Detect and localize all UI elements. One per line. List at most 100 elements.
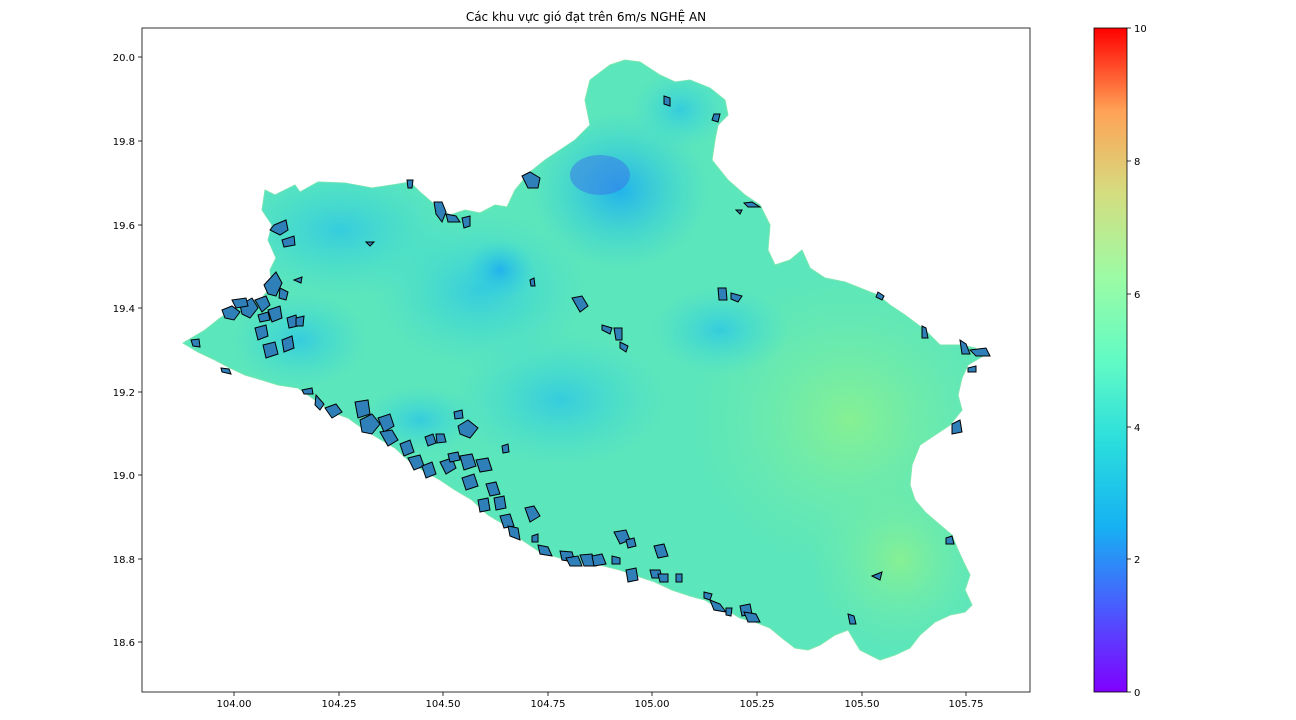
highlight-region — [499, 513, 515, 529]
highlight-region — [717, 287, 728, 301]
x-tick-label: 105.00 — [635, 699, 670, 710]
colorbar-tick-label: 2 — [1134, 555, 1140, 566]
highlight-region — [521, 171, 541, 189]
highlight-region — [359, 413, 381, 435]
highlight-region — [675, 573, 683, 583]
highlight-region — [295, 315, 305, 327]
highlight-region — [959, 338, 971, 355]
highlight-region — [571, 295, 589, 313]
highlight-region — [278, 287, 289, 301]
highlight-region — [267, 305, 283, 323]
y-tick-label: 18.8 — [113, 555, 135, 566]
highlight-region — [875, 291, 885, 301]
highlight-region — [951, 419, 963, 435]
highlight-region — [734, 209, 743, 215]
y-tick-label: 19.8 — [113, 137, 135, 148]
highlight-region — [968, 347, 991, 357]
highlight-region — [725, 607, 733, 617]
x-tick-label: 105.25 — [740, 699, 775, 710]
highlight-region — [742, 201, 762, 208]
highlight-region — [314, 393, 325, 411]
highlight-region — [657, 573, 669, 583]
highlight-region — [257, 311, 271, 323]
highlight-region — [611, 555, 621, 565]
colorbar-tick-label: 10 — [1134, 24, 1147, 35]
highlight-region — [354, 399, 371, 419]
highlight-region — [730, 292, 743, 303]
y-tick-label: 20.0 — [113, 53, 135, 64]
y-tick-label: 19.6 — [113, 221, 135, 232]
colorbar-frame — [1093, 27, 1128, 693]
highlight-region — [406, 179, 414, 189]
highlight-region — [531, 533, 539, 543]
colorbar-tick-label: 0 — [1134, 688, 1140, 699]
highlight-region — [254, 295, 271, 313]
highlight-region — [190, 338, 201, 348]
highlight-region — [433, 201, 447, 224]
highlight-region — [565, 555, 583, 567]
highlight-region — [870, 571, 883, 581]
highlight-region — [711, 113, 721, 123]
highlight-region — [281, 335, 295, 353]
colorbar: 0 2 4 6 8 10 — [1093, 24, 1147, 699]
highlight-region — [301, 387, 314, 395]
highlight-region — [421, 461, 437, 479]
highlight-region — [453, 409, 464, 420]
highlight-region — [921, 325, 929, 339]
highlight-region — [281, 235, 296, 248]
highlight-region — [269, 219, 289, 236]
colorbar-tick-label: 8 — [1134, 157, 1140, 168]
x-tick-label: 104.00 — [217, 699, 252, 710]
highlight-region — [324, 403, 343, 419]
highlight-region — [459, 453, 477, 471]
highlight-region — [493, 495, 507, 511]
highlight-region — [537, 544, 553, 557]
map-title: Các khu vực gió đạt trên 6m/s NGHỆ AN — [466, 9, 706, 24]
x-tick-label: 104.75 — [531, 699, 566, 710]
x-axis: 104.00 104.25 104.50 104.75 105.00 105.2… — [217, 692, 984, 710]
highlight-region — [461, 473, 479, 491]
highlight-region — [625, 567, 639, 583]
x-tick-label: 105.50 — [845, 699, 880, 710]
y-tick-label: 19.2 — [113, 388, 135, 399]
highlight-region — [743, 611, 761, 623]
highlight-region — [475, 457, 493, 473]
highlight-region — [435, 433, 447, 444]
colorbar-gradient — [1094, 28, 1127, 692]
highlight-region — [967, 365, 977, 373]
highlight-region — [507, 525, 521, 541]
highlight-region — [399, 439, 415, 457]
y-tick-label: 18.6 — [113, 638, 135, 649]
highlight-region — [292, 276, 303, 284]
highlight-region — [477, 497, 491, 513]
highlight-region — [447, 451, 461, 463]
y-axis: 18.6 18.8 19.0 19.2 19.4 19.6 19.8 20.0 — [113, 53, 142, 649]
highlight-region — [220, 367, 232, 375]
highlight-region — [424, 433, 437, 447]
x-tick-label: 104.50 — [426, 699, 461, 710]
highlight-region — [591, 553, 607, 567]
highlight-region — [663, 95, 671, 107]
highlight-region — [625, 537, 637, 549]
highlight-region — [703, 591, 713, 601]
colorbar-tick-label: 4 — [1134, 423, 1140, 434]
highlight-region — [653, 543, 669, 559]
highlight-region — [601, 324, 613, 335]
highlight-region — [529, 277, 536, 287]
highlight-region — [847, 613, 857, 625]
highlight-region — [445, 213, 461, 223]
map-axes-frame — [141, 27, 1031, 693]
province-map — [182, 59, 986, 661]
highlight-region — [254, 324, 269, 341]
highlight-region — [613, 327, 623, 341]
highlight-region — [501, 443, 510, 454]
highlight-region — [379, 429, 399, 447]
colorbar-tick-label: 6 — [1134, 290, 1140, 301]
highlight-region — [377, 413, 395, 433]
highlight-region — [461, 215, 471, 229]
highlight-region — [485, 481, 501, 497]
highlight-region — [619, 341, 629, 353]
highlight-region — [945, 535, 955, 545]
highlight-region — [263, 271, 283, 297]
